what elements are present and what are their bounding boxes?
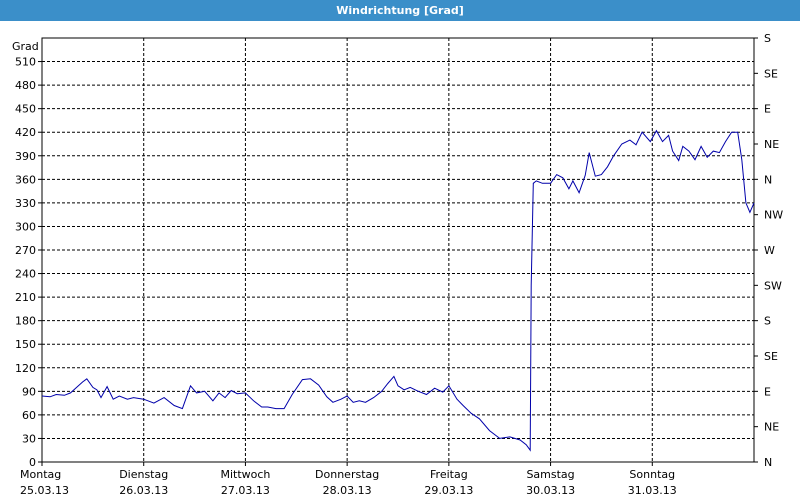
y-tick-label: 150 xyxy=(15,338,36,351)
compass-label: NW xyxy=(764,209,783,222)
y-tick-label: 180 xyxy=(15,315,36,328)
x-date-label: 25.03.13 xyxy=(20,484,69,497)
x-day-label: Mittwoch xyxy=(220,468,270,481)
y-tick-label: 390 xyxy=(15,150,36,163)
y-tick-label: 330 xyxy=(15,197,36,210)
y-tick-label: 240 xyxy=(15,268,36,281)
y-tick-label: 30 xyxy=(22,432,36,445)
x-date-label: 26.03.13 xyxy=(119,484,168,497)
compass-label: S xyxy=(764,315,771,328)
chart-title: Windrichtung [Grad] xyxy=(0,0,800,21)
x-day-label: Sonntag xyxy=(629,468,675,481)
grid-layer xyxy=(42,38,754,462)
x-day-label: Samstag xyxy=(526,468,574,481)
x-date-label: 30.03.13 xyxy=(526,484,575,497)
y-tick-label: 450 xyxy=(15,103,36,116)
y-tick-label: 90 xyxy=(22,385,36,398)
compass-label: NE xyxy=(764,421,779,434)
y-tick-label: 510 xyxy=(15,56,36,69)
x-date-label: 31.03.13 xyxy=(628,484,677,497)
compass-label: SW xyxy=(764,279,782,292)
x-day-label: Montag xyxy=(20,468,61,481)
compass-label: E xyxy=(764,385,771,398)
x-day-label: Dienstag xyxy=(119,468,168,481)
x-date-label: 29.03.13 xyxy=(424,484,473,497)
x-day-label: Donnerstag xyxy=(315,468,379,481)
x-day-label: Freitag xyxy=(430,468,468,481)
compass-label: SE xyxy=(764,350,778,363)
compass-label: N xyxy=(764,456,772,469)
compass-label: NE xyxy=(764,138,779,151)
compass-label: E xyxy=(764,103,771,116)
compass-label: SE xyxy=(764,67,778,80)
line-chart: 0 30 60 90 120 150 180 210 240 270 300 330 360 390 420… xyxy=(12,32,783,497)
y-tick-label: 300 xyxy=(15,220,36,233)
right-axis: N NE E SE S SW W NW N NE E SE S xyxy=(754,32,783,469)
y-tick-label: 120 xyxy=(15,362,36,375)
compass-label: S xyxy=(764,32,771,45)
x-date-label: 28.03.13 xyxy=(323,484,372,497)
y-tick-label: 480 xyxy=(15,79,36,92)
y-tick-label: 420 xyxy=(15,126,36,139)
y-tick-label: 0 xyxy=(29,456,36,469)
y-tick-label: 60 xyxy=(22,409,36,422)
compass-label: N xyxy=(764,173,772,186)
y-tick-label: 270 xyxy=(15,244,36,257)
x-axis: Montag 25.03.13 Dienstag 26.03.13 Mittwoch 27… xyxy=(20,462,677,497)
left-axis: 0 30 60 90 120 150 180 210 240 270 300 330 360 390 420… xyxy=(15,56,42,469)
y-axis-label: Grad xyxy=(12,40,39,53)
wind-direction-line xyxy=(41,129,755,452)
compass-label: W xyxy=(764,244,775,257)
y-tick-label: 360 xyxy=(15,173,36,186)
y-tick-label: 210 xyxy=(15,291,36,304)
x-date-label: 27.03.13 xyxy=(221,484,270,497)
